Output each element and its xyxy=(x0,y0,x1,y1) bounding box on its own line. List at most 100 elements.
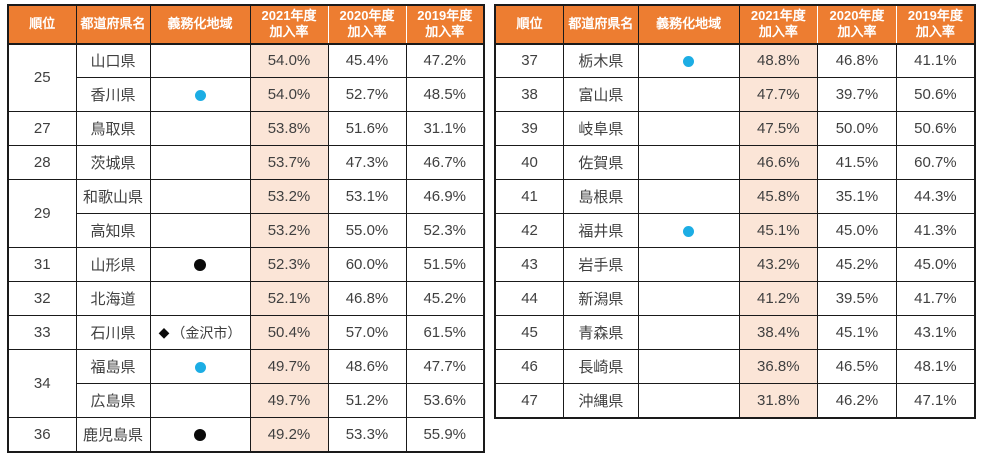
rate-2020-cell: 57.0% xyxy=(327,315,407,350)
rate-2021-cell: 49.2% xyxy=(249,417,329,452)
rank-cell: 33 xyxy=(7,315,77,350)
column-header-r2019: 2019年度 加入率 xyxy=(895,4,976,45)
rate-2021-cell: 41.2% xyxy=(738,281,819,316)
rate-2021-cell: 53.2% xyxy=(249,213,329,248)
prefecture-cell: 鳥取県 xyxy=(75,111,151,146)
table-row: 高知県 53.2% 55.0% 52.3% xyxy=(8,213,485,248)
rate-2020-cell: 45.4% xyxy=(327,43,407,78)
column-header-r2019: 2019年度 加入率 xyxy=(405,4,485,45)
table-row: 41 島根県 45.8% 35.1% 44.3% xyxy=(494,179,976,214)
rate-2020-cell: 53.1% xyxy=(327,179,407,214)
rank-cell: 27 xyxy=(7,111,77,146)
rate-2021-cell: 52.1% xyxy=(249,281,329,316)
rate-2020-cell: 51.6% xyxy=(327,111,407,146)
prefecture-cell: 石川県 xyxy=(75,315,151,350)
rank-cell: 42 xyxy=(494,213,565,248)
rate-2021-cell: 38.4% xyxy=(738,315,819,350)
prefecture-cell: 長崎県 xyxy=(563,349,639,384)
rate-2021-cell: 49.7% xyxy=(249,349,329,384)
diamond-icon: ◆ xyxy=(158,324,170,340)
rate-2019-cell: 48.1% xyxy=(895,349,976,384)
rate-2020-cell: 41.5% xyxy=(817,145,897,180)
rate-2020-cell: 45.2% xyxy=(817,247,897,282)
rate-2021-cell: 53.2% xyxy=(249,179,329,214)
table-row: 38 富山県 47.7% 39.7% 50.6% xyxy=(494,77,976,112)
column-header-area: 義務化地域 xyxy=(637,4,740,45)
mandatory-area-cell xyxy=(149,417,251,452)
table-row: 42 福井県 45.1% 45.0% 41.3% xyxy=(494,213,976,248)
rank-cell: 41 xyxy=(494,179,565,214)
table-row: 46 長崎県 36.8% 46.5% 48.1% xyxy=(494,349,976,384)
rank-cell: 29 xyxy=(7,179,77,248)
rate-2020-cell: 47.3% xyxy=(327,145,407,180)
prefecture-cell: 福島県 xyxy=(75,349,151,384)
rate-2019-cell: 48.5% xyxy=(405,77,485,112)
rate-2019-cell: 41.1% xyxy=(895,43,976,78)
rate-2019-cell: 61.5% xyxy=(405,315,485,350)
table-header: 順位 都道府県名 義務化地域 2021年度 加入率 2020年度 加入率 2019年度 加… xyxy=(494,4,976,45)
rank-cell: 46 xyxy=(494,349,565,384)
rank-cell: 44 xyxy=(494,281,565,316)
table-row: 36 鹿児島県 49.2% 53.3% 55.9% xyxy=(7,417,485,452)
rate-2021-cell: 52.3% xyxy=(249,247,329,282)
mandatory-area-cell xyxy=(637,281,740,316)
blue-circle-icon xyxy=(194,361,206,373)
rate-2021-cell: 54.0% xyxy=(249,43,329,78)
rate-2021-cell: 53.7% xyxy=(249,145,329,180)
column-header-r2021: 2021年度 加入率 xyxy=(738,4,819,45)
blue-circle-icon xyxy=(683,55,695,67)
table-row: 25 山口県 54.0% 45.4% 47.2% xyxy=(7,43,485,112)
rate-2020-cell: 53.3% xyxy=(327,417,407,452)
blue-circle-icon xyxy=(683,225,695,237)
rank-cell: 43 xyxy=(494,247,565,282)
mandatory-area-cell xyxy=(149,281,251,316)
rate-2019-cell: 47.1% xyxy=(895,383,976,418)
prefecture-cell: 栃木県 xyxy=(563,43,639,78)
table-row: 47 沖縄県 31.8% 46.2% 47.1% xyxy=(494,383,976,418)
mandatory-area-cell xyxy=(637,179,740,214)
prefecture-cell: 富山県 xyxy=(563,77,639,112)
mandatory-area-cell: ◆ （金沢市） xyxy=(149,315,251,350)
rate-2021-cell: 47.5% xyxy=(738,111,819,146)
rate-2021-cell: 53.8% xyxy=(249,111,329,146)
prefecture-cell: 北海道 xyxy=(75,281,151,316)
rank-cell: 34 xyxy=(7,349,77,418)
rate-2019-cell: 46.7% xyxy=(405,145,485,180)
table-row: 香川県 54.0% 52.7% 48.5% xyxy=(8,77,485,112)
column-header-r2021: 2021年度 加入率 xyxy=(249,4,329,45)
table-row: 45 青森県 38.4% 45.1% 43.1% xyxy=(494,315,976,350)
prefecture-cell: 高知県 xyxy=(75,213,151,248)
rate-2019-cell: 52.3% xyxy=(405,213,485,248)
rate-2019-cell: 46.9% xyxy=(405,179,485,214)
mandatory-area-cell xyxy=(637,43,740,78)
ranking-table-left: 順位 都道府県名 義務化地域 2021年度 加入率 2020年度 加入率 2019年度 加… xyxy=(7,4,485,453)
rank-cell: 38 xyxy=(494,77,565,112)
table-row: 44 新潟県 41.2% 39.5% 41.7% xyxy=(494,281,976,316)
prefecture-cell: 島根県 xyxy=(563,179,639,214)
table-row: 33 石川県 ◆ （金沢市） 50.4% 57.0% 61.5% xyxy=(7,315,485,350)
rank-cell: 37 xyxy=(494,43,565,78)
prefecture-cell: 広島県 xyxy=(75,383,151,418)
rate-2020-cell: 45.0% xyxy=(817,213,897,248)
table-body: 37 栃木県 48.8% 46.8% 41.1% 38 富山県 47.7% 39.7% 50.6%… xyxy=(494,43,976,418)
rate-2021-cell: 47.7% xyxy=(738,77,819,112)
rank-cell: 25 xyxy=(7,43,77,112)
rate-2020-cell: 50.0% xyxy=(817,111,897,146)
rate-2021-cell: 54.0% xyxy=(249,77,329,112)
rate-2020-cell: 52.7% xyxy=(327,77,407,112)
rank-cell: 36 xyxy=(7,417,77,452)
rate-2020-cell: 51.2% xyxy=(327,383,407,418)
rate-2020-cell: 46.2% xyxy=(817,383,897,418)
rank-cell: 47 xyxy=(494,383,565,418)
marker-label: （金沢市） xyxy=(171,324,242,341)
table-row: 広島県 49.7% 51.2% 53.6% xyxy=(8,383,485,418)
rate-2020-cell: 55.0% xyxy=(327,213,407,248)
prefecture-cell: 茨城県 xyxy=(75,145,151,180)
table-row: 31 山形県 52.3% 60.0% 51.5% xyxy=(7,247,485,282)
rate-2020-cell: 46.8% xyxy=(817,43,897,78)
prefecture-cell: 山口県 xyxy=(75,43,151,78)
prefecture-cell: 青森県 xyxy=(563,315,639,350)
black-circle-icon xyxy=(194,259,206,272)
rate-2020-cell: 60.0% xyxy=(327,247,407,282)
rate-2019-cell: 50.6% xyxy=(895,77,976,112)
